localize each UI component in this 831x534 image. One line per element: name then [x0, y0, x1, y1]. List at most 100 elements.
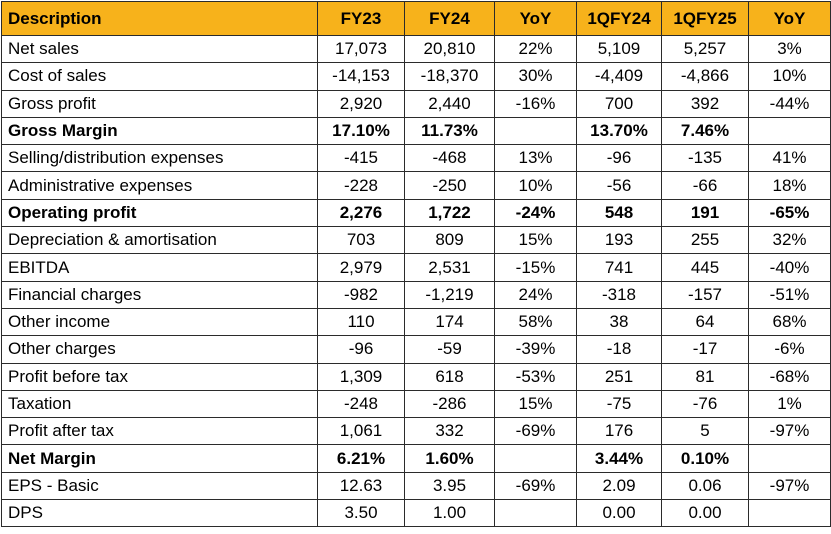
yoy-quarterly-value: [748, 444, 831, 473]
1qfy25-value: 0.06: [661, 471, 749, 501]
yoy-quarterly-value: 68%: [748, 307, 831, 337]
yoy-annual-value: 22%: [494, 34, 577, 64]
fy24-value: 11.73%: [404, 116, 495, 146]
row-label: EPS - Basic: [1, 471, 318, 501]
row-label: Gross profit: [1, 89, 318, 118]
fy24-value: 809: [404, 226, 495, 255]
table-row: Net Margin 6.21% 1.60% 3.44% 0.10%: [1, 444, 831, 473]
1qfy24-value: -75: [576, 389, 662, 419]
yoy-quarterly-value: [748, 499, 831, 528]
yoy-annual-value: 30%: [494, 62, 577, 91]
1qfy24-value: 0.00: [576, 499, 662, 528]
fy23-value: 2,276: [317, 198, 405, 228]
table-row: EBITDA 2,979 2,531 -15% 741 445 -40%: [1, 253, 831, 282]
fy23-value: -982: [317, 280, 405, 309]
row-label: Gross Margin: [1, 116, 318, 146]
yoy-quarterly-value: -51%: [748, 280, 831, 309]
row-label: EBITDA: [1, 253, 318, 282]
1qfy24-value: 176: [576, 417, 662, 446]
row-label: Administrative expenses: [1, 171, 318, 200]
table-row: Financial charges -982 -1,219 24% -318 -157 -5…: [1, 280, 831, 309]
1qfy25-value: 0.00: [661, 499, 749, 528]
1qfy24-value: 5,109: [576, 34, 662, 64]
yoy-annual-value: -39%: [494, 335, 577, 364]
yoy-annual-value: 10%: [494, 171, 577, 200]
fy24-value: 174: [404, 307, 495, 337]
yoy-quarterly-value: -97%: [748, 417, 831, 446]
1qfy25-value: 81: [661, 362, 749, 391]
1qfy25-value: -157: [661, 280, 749, 309]
yoy-quarterly-value: -6%: [748, 335, 831, 364]
fy23-value: 1,309: [317, 362, 405, 391]
1qfy24-value: -318: [576, 280, 662, 309]
1qfy25-value: 392: [661, 89, 749, 118]
row-label: Profit after tax: [1, 417, 318, 446]
yoy-annual-value: [494, 444, 577, 473]
1qfy25-value: -17: [661, 335, 749, 364]
column-header-yoy-annual: YoY: [494, 1, 577, 36]
fy24-value: 1.00: [404, 499, 495, 528]
table-row: Gross Margin 17.10% 11.73% 13.70% 7.46%: [1, 116, 831, 146]
table-row: Taxation -248 -286 15% -75 -76 1%: [1, 389, 831, 419]
table-row: Other charges -96 -59 -39% -18 -17 -6%: [1, 335, 831, 364]
table-row: EPS - Basic 12.63 3.95 -69% 2.09 0.06 -97%: [1, 471, 831, 501]
1qfy25-value: 0.10%: [661, 444, 749, 473]
row-label: Other income: [1, 307, 318, 337]
fy24-value: 2,440: [404, 89, 495, 118]
fy23-value: 3.50: [317, 499, 405, 528]
column-header-description: Description: [1, 1, 318, 36]
1qfy24-value: 38: [576, 307, 662, 337]
yoy-quarterly-value: [748, 116, 831, 146]
yoy-quarterly-value: -68%: [748, 362, 831, 391]
fy23-value: -248: [317, 389, 405, 419]
1qfy25-value: -4,866: [661, 62, 749, 91]
table-row: Depreciation & amortisation 703 809 15% 193 2…: [1, 226, 831, 255]
fy24-value: 1,722: [404, 198, 495, 228]
yoy-quarterly-value: 10%: [748, 62, 831, 91]
1qfy24-value: 548: [576, 198, 662, 228]
1qfy25-value: 7.46%: [661, 116, 749, 146]
yoy-quarterly-value: 3%: [748, 34, 831, 64]
1qfy24-value: -4,409: [576, 62, 662, 91]
fy23-value: 6.21%: [317, 444, 405, 473]
table-row: DPS 3.50 1.00 0.00 0.00: [1, 499, 831, 528]
yoy-annual-value: [494, 499, 577, 528]
row-label: Net Margin: [1, 444, 318, 473]
table-row: Other income 110 174 58% 38 64 68%: [1, 307, 831, 337]
table-row: Selling/distribution expenses -415 -468 13%…: [1, 144, 831, 173]
yoy-quarterly-value: 41%: [748, 144, 831, 173]
1qfy25-value: -66: [661, 171, 749, 200]
yoy-quarterly-value: -97%: [748, 471, 831, 501]
column-header-fy23: FY23: [317, 1, 405, 36]
1qfy25-value: 5: [661, 417, 749, 446]
row-label: DPS: [1, 499, 318, 528]
yoy-annual-value: -16%: [494, 89, 577, 118]
1qfy24-value: 700: [576, 89, 662, 118]
column-header-fy24: FY24: [404, 1, 495, 36]
yoy-annual-value: -69%: [494, 417, 577, 446]
fy23-value: -14,153: [317, 62, 405, 91]
1qfy25-value: 64: [661, 307, 749, 337]
fy23-value: 110: [317, 307, 405, 337]
row-label: Cost of sales: [1, 62, 318, 91]
1qfy25-value: -76: [661, 389, 749, 419]
fy24-value: -468: [404, 144, 495, 173]
fy24-value: -286: [404, 389, 495, 419]
yoy-annual-value: -53%: [494, 362, 577, 391]
yoy-annual-value: 13%: [494, 144, 577, 173]
table-row: Profit after tax 1,061 332 -69% 176 5 -97%: [1, 417, 831, 446]
row-label: Taxation: [1, 389, 318, 419]
fy24-value: 618: [404, 362, 495, 391]
1qfy24-value: 3.44%: [576, 444, 662, 473]
row-label: Net sales: [1, 34, 318, 64]
row-label: Other charges: [1, 335, 318, 364]
column-header-1qfy25: 1QFY25: [661, 1, 749, 36]
row-label: Operating profit: [1, 198, 318, 228]
yoy-quarterly-value: -44%: [748, 89, 831, 118]
1qfy25-value: 191: [661, 198, 749, 228]
1qfy24-value: -18: [576, 335, 662, 364]
fy23-value: 703: [317, 226, 405, 255]
fy24-value: 20,810: [404, 34, 495, 64]
row-label: Financial charges: [1, 280, 318, 309]
